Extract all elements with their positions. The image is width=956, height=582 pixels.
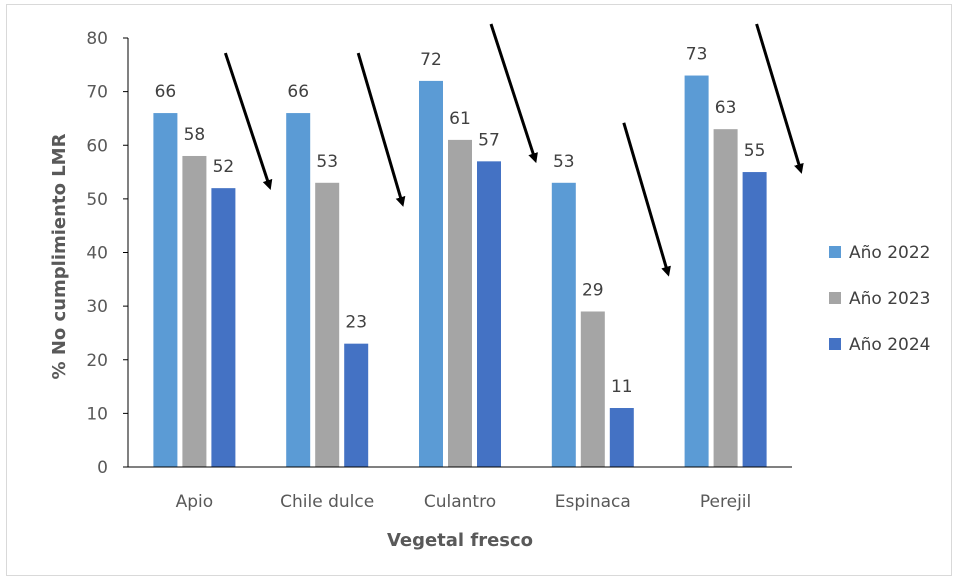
y-tick-label: 30	[86, 297, 108, 317]
bar	[713, 129, 738, 467]
legend: Año 2022 Año 2023 Año 2024	[829, 243, 930, 355]
data-label: 53	[553, 152, 575, 172]
bar	[448, 139, 472, 467]
data-label: 52	[213, 157, 235, 177]
trend-arrows	[223, 23, 804, 277]
bar	[742, 172, 767, 467]
legend-label: Año 2024	[849, 335, 930, 355]
trend-arrow	[755, 23, 804, 174]
bar	[344, 343, 369, 467]
y-tick-label: 60	[86, 136, 108, 156]
bar	[419, 80, 443, 468]
trend-arrow	[489, 23, 538, 164]
y-tick-label: 10	[86, 404, 108, 424]
legend-swatch	[829, 338, 841, 350]
data-label: 61	[449, 109, 471, 129]
y-axis-title: % No cumplimiento LMR	[49, 133, 70, 379]
x-tick-label: Chile dulce	[280, 492, 374, 512]
bar	[580, 311, 605, 467]
data-label: 58	[184, 125, 206, 145]
y-tick-label: 80	[86, 29, 108, 49]
bar	[551, 182, 576, 467]
data-label: 66	[155, 82, 177, 102]
data-label: 63	[715, 98, 737, 118]
legend-swatch	[829, 246, 841, 258]
data-label: 73	[686, 45, 708, 65]
bar	[684, 75, 709, 467]
x-axis-title: Vegetal fresco	[387, 530, 533, 551]
data-label: 53	[316, 152, 338, 172]
data-label: 29	[582, 280, 604, 300]
y-axis-ticks: 0 10 20 30 40 50 60 70 80	[86, 29, 128, 478]
y-tick-label: 50	[86, 190, 108, 210]
trend-arrow	[622, 122, 671, 277]
legend-swatch	[829, 292, 841, 304]
y-tick-label: 20	[86, 351, 108, 371]
bar	[286, 113, 311, 467]
data-label: 23	[345, 313, 367, 333]
x-tick-label: Culantro	[424, 492, 496, 512]
legend-label: Año 2023	[849, 289, 930, 309]
data-label: 66	[287, 82, 309, 102]
y-tick-label: 0	[97, 458, 108, 478]
bar	[211, 188, 236, 467]
bar	[609, 408, 634, 467]
x-axis-ticks: Apio Chile dulce Culantro Espinaca Perejil	[176, 492, 752, 512]
data-label: 57	[478, 130, 500, 150]
chart-frame	[6, 4, 952, 576]
bar	[315, 182, 340, 467]
y-tick-label: 70	[86, 83, 108, 103]
y-tick-label: 40	[86, 244, 108, 264]
x-tick-label: Apio	[176, 492, 214, 512]
x-tick-label: Espinaca	[555, 492, 631, 512]
bar	[182, 155, 207, 467]
data-label: 11	[611, 377, 633, 397]
bars	[153, 75, 767, 468]
data-labels: 66 58 52 66 53 23 72 61 57 53 29 11 73 63 55	[155, 45, 766, 397]
legend-label: Año 2022	[849, 243, 930, 263]
data-label: 72	[420, 50, 442, 70]
trend-arrow	[356, 52, 406, 207]
x-tick-label: Perejil	[700, 492, 751, 512]
bar	[153, 113, 178, 467]
bar	[477, 161, 501, 467]
trend-arrow	[223, 52, 273, 190]
data-label: 55	[744, 141, 766, 161]
